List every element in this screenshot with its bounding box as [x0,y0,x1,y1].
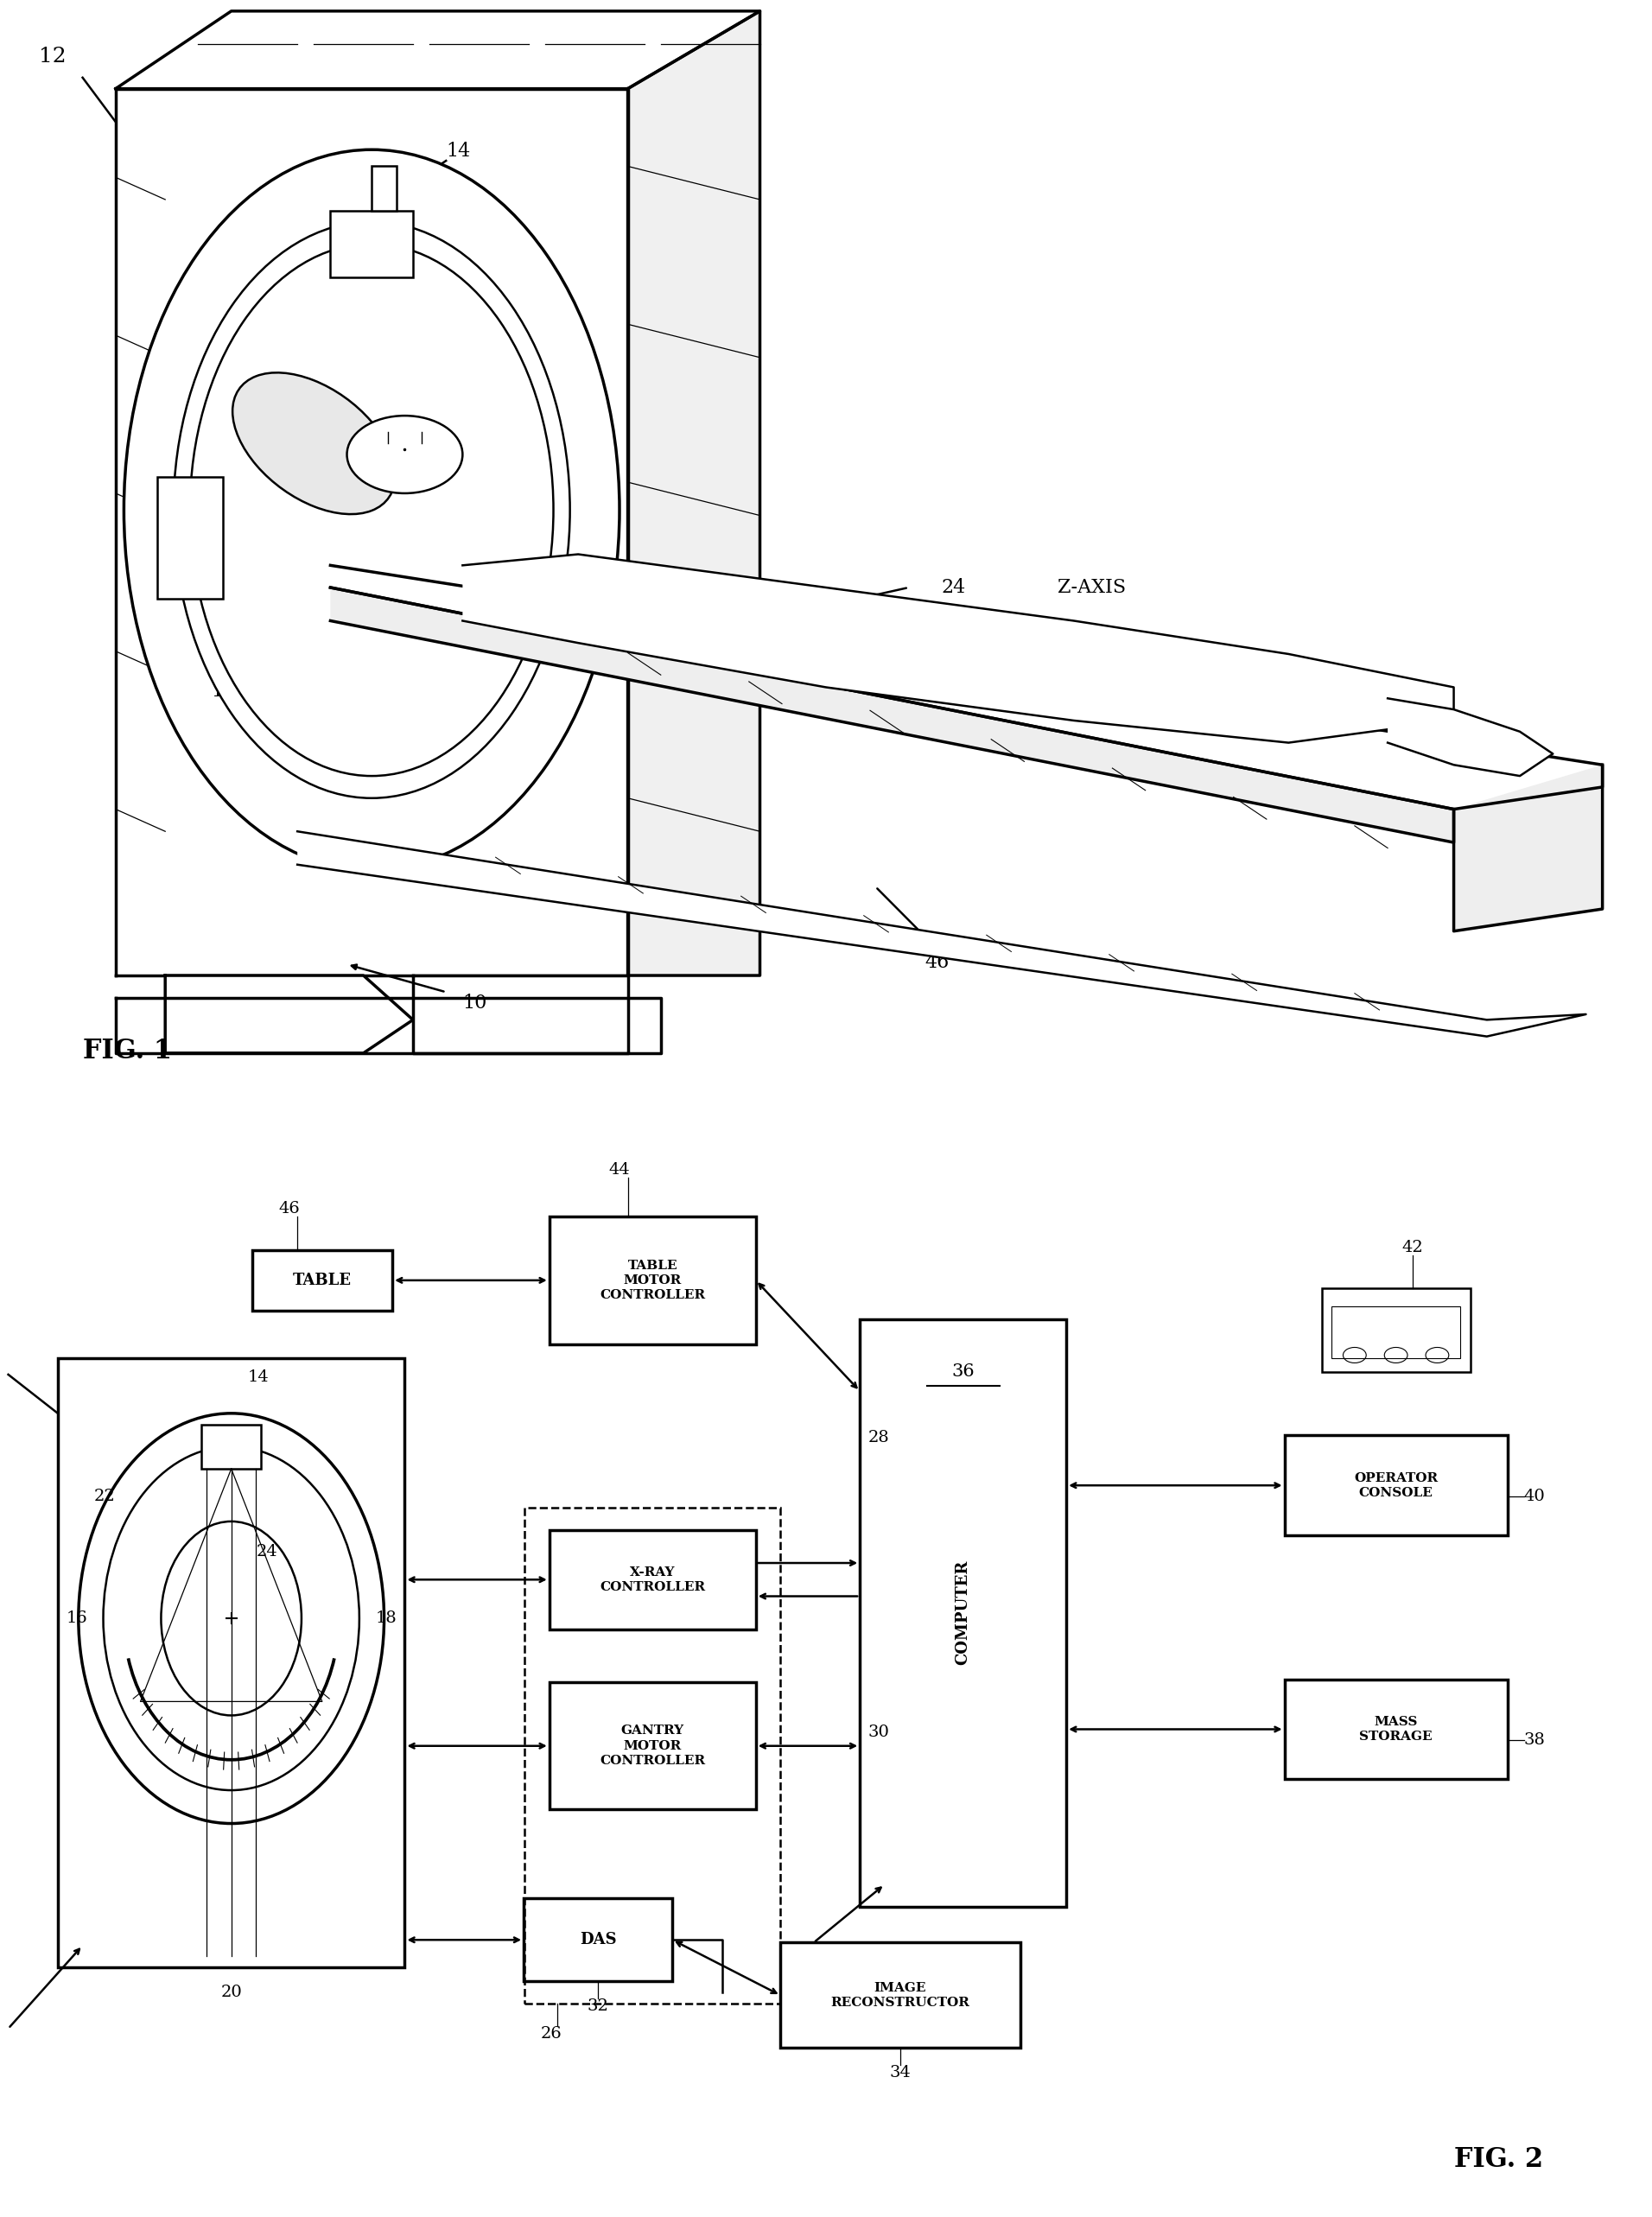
Text: 24: 24 [256,1543,278,1561]
Polygon shape [297,831,1586,1038]
Text: FIG. 1: FIG. 1 [83,1038,172,1064]
Text: 34: 34 [889,2064,912,2080]
Ellipse shape [102,1445,360,1791]
Text: 40: 40 [1523,1488,1545,1505]
Polygon shape [463,554,1454,743]
FancyBboxPatch shape [548,1530,755,1629]
FancyBboxPatch shape [157,477,223,599]
Ellipse shape [124,151,620,869]
Text: 12: 12 [38,47,66,67]
Ellipse shape [223,293,520,725]
Text: TABLE: TABLE [292,1273,352,1288]
Text: 18: 18 [211,683,235,701]
Text: 22: 22 [512,463,537,483]
Text: 36: 36 [952,1363,975,1379]
Polygon shape [330,588,1454,842]
Polygon shape [1454,765,1602,931]
FancyBboxPatch shape [859,1319,1066,1907]
Text: TABLE
MOTOR
CONTROLLER: TABLE MOTOR CONTROLLER [600,1259,705,1301]
Ellipse shape [173,222,570,798]
FancyBboxPatch shape [330,211,413,277]
Polygon shape [413,975,628,1053]
FancyBboxPatch shape [524,1898,672,1982]
Polygon shape [330,565,1602,809]
FancyBboxPatch shape [1322,1288,1470,1372]
Text: IMAGE
RECONSTRUCTOR: IMAGE RECONSTRUCTOR [831,1982,970,2009]
Text: 32: 32 [586,1998,610,2013]
Ellipse shape [162,1521,301,1716]
Text: OPERATOR
CONSOLE: OPERATOR CONSOLE [1355,1472,1437,1499]
FancyBboxPatch shape [58,1357,405,1969]
FancyBboxPatch shape [372,166,396,211]
Text: 14: 14 [248,1368,269,1386]
Text: 24: 24 [942,579,966,596]
Text: 30: 30 [869,1725,890,1740]
FancyBboxPatch shape [202,1423,261,1468]
FancyBboxPatch shape [251,1250,392,1310]
Text: 20: 20 [221,1984,241,2000]
FancyBboxPatch shape [548,1217,755,1344]
Text: X-RAY
CONTROLLER: X-RAY CONTROLLER [600,1565,705,1594]
Text: 10: 10 [463,993,487,1013]
Polygon shape [116,89,628,975]
Text: 18: 18 [375,1610,396,1627]
Text: DAS: DAS [580,1931,616,1949]
FancyBboxPatch shape [548,1683,755,1809]
Text: FIG. 2: FIG. 2 [1454,2146,1543,2173]
FancyBboxPatch shape [1284,1437,1507,1534]
Circle shape [347,417,463,494]
Polygon shape [116,11,760,89]
Ellipse shape [233,372,395,514]
Text: 26: 26 [542,2026,562,2042]
Polygon shape [628,11,760,975]
Text: 28: 28 [869,1430,889,1445]
Text: MASS
STORAGE: MASS STORAGE [1360,1716,1432,1743]
Text: 22: 22 [94,1488,116,1505]
Text: COMPUTER: COMPUTER [955,1561,971,1665]
FancyBboxPatch shape [780,1942,1019,2049]
Text: 38: 38 [1523,1731,1546,1749]
Ellipse shape [190,244,553,776]
Text: 46: 46 [925,953,950,973]
Text: 14: 14 [446,142,471,160]
Polygon shape [1388,698,1553,776]
Text: 16: 16 [66,1610,88,1627]
Text: 42: 42 [1403,1239,1422,1255]
Polygon shape [165,975,413,1053]
FancyBboxPatch shape [1284,1680,1507,1778]
Text: 48: 48 [413,279,438,299]
FancyBboxPatch shape [1332,1306,1460,1359]
Text: Z-AXIS: Z-AXIS [1057,579,1125,596]
Polygon shape [116,998,661,1053]
Text: 44: 44 [610,1162,629,1177]
Text: GANTRY
MOTOR
CONTROLLER: GANTRY MOTOR CONTROLLER [600,1725,705,1767]
Text: 46: 46 [279,1202,299,1217]
